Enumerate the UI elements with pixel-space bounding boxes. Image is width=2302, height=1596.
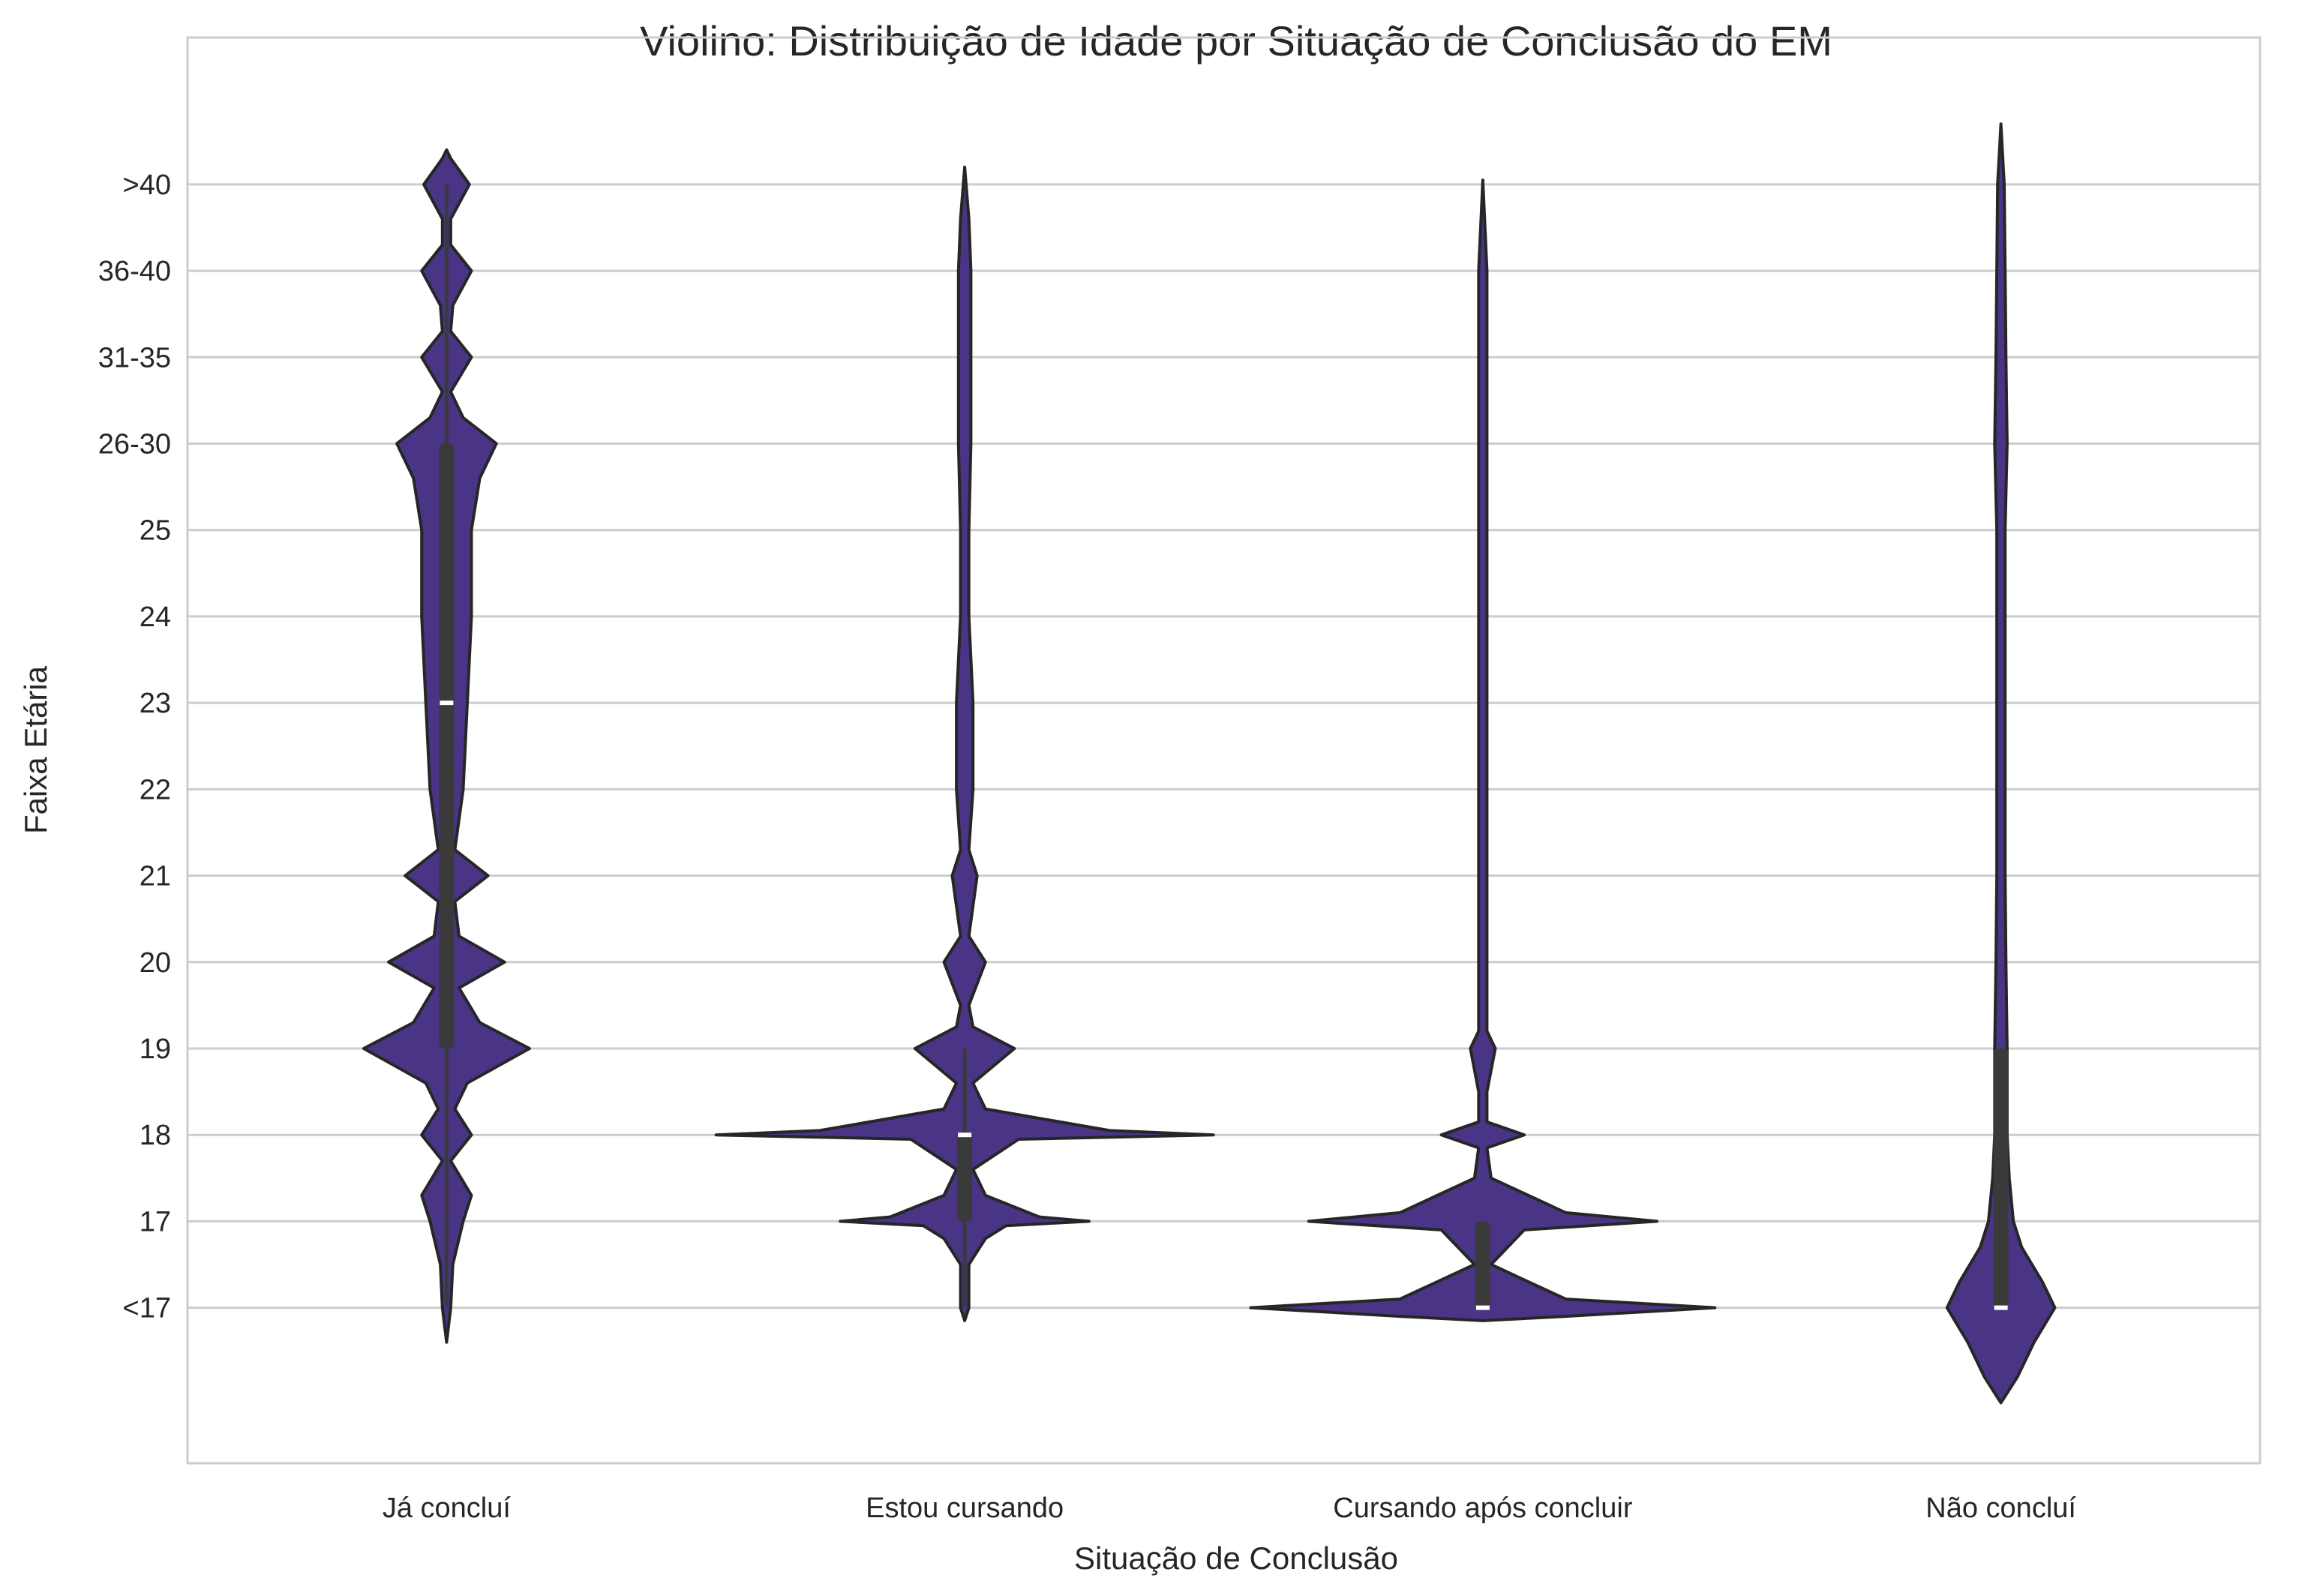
x-tick-label: Não concluí: [1925, 1492, 2076, 1524]
plot-frame: [186, 36, 2261, 1465]
violin-median: [1475, 1305, 1490, 1310]
violin-box: [1475, 1221, 1490, 1308]
chart-title: Violino: Distribuição de Idade por Situa…: [640, 17, 1832, 64]
violin-box: [957, 1135, 973, 1222]
x-tick-label: Cursando após concluir: [1333, 1492, 1633, 1524]
violin-median: [958, 1132, 972, 1138]
y-tick-label: 19: [140, 1034, 171, 1065]
violin-body: [714, 165, 1215, 1322]
y-tick-label: 23: [140, 688, 171, 719]
y-tick-label: >40: [123, 170, 171, 201]
violin-box: [439, 443, 455, 1048]
violin-box: [1993, 1048, 2009, 1308]
y-axis-label: Faixa Etária: [18, 665, 53, 834]
violin-series: [362, 122, 2057, 1405]
x-axis-label: Situação de Conclusão: [1074, 1540, 1398, 1576]
y-tick-label: 25: [140, 515, 171, 547]
y-tick-label: 31-35: [98, 342, 171, 374]
x-tick-label: Já concluí: [383, 1492, 512, 1524]
y-tick-label: 21: [140, 861, 171, 892]
violin-median: [440, 700, 454, 706]
violin-body: [1249, 178, 1717, 1322]
y-tick-label: 20: [140, 947, 171, 979]
violin-body: [1945, 122, 2057, 1405]
y-tick-labels: <17 17 18 19 20 21 22 23 24 25 26-30 31-35 36-40 >40: [98, 170, 171, 1324]
y-tick-label: 24: [140, 602, 171, 633]
x-tick-label: Estou cursando: [866, 1492, 1064, 1524]
y-tick-label: <17: [123, 1293, 171, 1324]
y-tick-label: 17: [140, 1206, 171, 1238]
violin-median: [1994, 1305, 2008, 1310]
y-tick-label: 26-30: [98, 428, 171, 460]
y-tick-label: 18: [140, 1120, 171, 1151]
x-tick-labels: Já concluí Estou cursando Cursando após co…: [383, 1492, 2077, 1524]
gridlines: [188, 183, 2260, 1310]
y-tick-label: 36-40: [98, 256, 171, 287]
y-tick-label: 22: [140, 774, 171, 806]
